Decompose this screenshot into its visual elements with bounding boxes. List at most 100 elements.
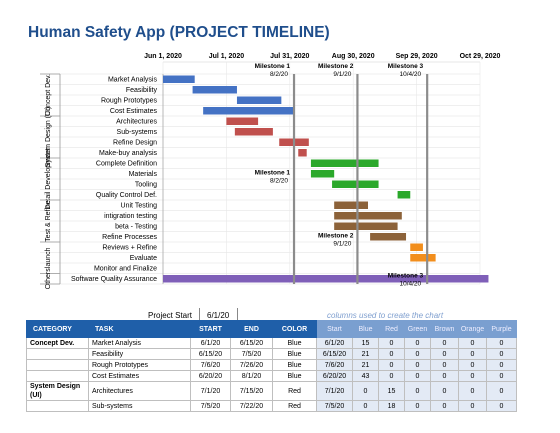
task-bar[interactable] (410, 254, 436, 262)
cell-purple[interactable]: 0 (486, 381, 517, 401)
col-header-green[interactable]: Green (404, 320, 431, 338)
cell-chart-start[interactable]: 6/15/20 (316, 348, 353, 360)
cell-red[interactable]: 0 (378, 337, 405, 349)
task-bar[interactable] (203, 107, 295, 115)
task-bar[interactable] (234, 128, 273, 136)
cell-purple[interactable]: 0 (486, 400, 517, 412)
col-header-task[interactable]: TASK (88, 320, 191, 338)
cell-start[interactable]: 6/15/20 (190, 348, 231, 360)
cell-green[interactable]: 0 (404, 359, 431, 371)
cell-purple[interactable]: 0 (486, 359, 517, 371)
cell-orange[interactable]: 0 (458, 381, 487, 401)
cell-orange[interactable]: 0 (458, 337, 487, 349)
cell-end[interactable]: 7/15/20 (230, 381, 273, 401)
cell-start[interactable]: 6/1/20 (190, 337, 231, 349)
cell-chart-start[interactable]: 7/6/20 (316, 359, 353, 371)
cell-chart-start[interactable]: 6/20/20 (316, 370, 353, 382)
cell-orange[interactable]: 0 (458, 348, 487, 360)
cell-blue[interactable]: 0 (352, 381, 379, 401)
cell-start[interactable]: 7/6/20 (190, 359, 231, 371)
cell-brown[interactable]: 0 (430, 370, 459, 382)
cell-red[interactable]: 0 (378, 359, 405, 371)
task-bar[interactable] (332, 180, 379, 189)
cell-purple[interactable]: 0 (486, 348, 517, 360)
task-bar[interactable] (163, 275, 489, 283)
task-bar[interactable] (310, 159, 379, 168)
cell-brown[interactable]: 0 (430, 400, 459, 412)
task-bar[interactable] (236, 96, 282, 105)
cell-category[interactable] (26, 370, 89, 382)
col-header-chart-start[interactable]: Start (316, 320, 353, 338)
cell-category[interactable]: Concept Dev. (26, 337, 89, 349)
cell-task[interactable]: Market Analysis (88, 337, 191, 349)
cell-category[interactable]: System Design (UI) (26, 381, 89, 401)
cell-green[interactable]: 0 (404, 400, 431, 412)
cell-color[interactable]: Blue (272, 359, 317, 371)
cell-green[interactable]: 0 (404, 337, 431, 349)
col-header-brown[interactable]: Brown (430, 320, 459, 338)
col-header-end[interactable]: END (230, 320, 273, 338)
col-header-start[interactable]: START (190, 320, 231, 338)
cell-brown[interactable]: 0 (430, 337, 459, 349)
cell-orange[interactable]: 0 (458, 359, 487, 371)
cell-end[interactable]: 7/5/20 (230, 348, 273, 360)
col-header-category[interactable]: CATEGORY (26, 320, 89, 338)
cell-brown[interactable]: 0 (430, 359, 459, 371)
cell-task[interactable]: Rough Prototypes (88, 359, 191, 371)
cell-color[interactable]: Blue (272, 370, 317, 382)
cell-green[interactable]: 0 (404, 348, 431, 360)
task-bar[interactable] (310, 170, 335, 178)
cell-end[interactable]: 7/26/20 (230, 359, 273, 371)
cell-purple[interactable]: 0 (486, 370, 517, 382)
cell-chart-start[interactable]: 6/1/20 (316, 337, 353, 349)
cell-blue[interactable]: 43 (352, 370, 379, 382)
cell-category[interactable] (26, 400, 89, 412)
cell-task[interactable]: Feasibility (88, 348, 191, 360)
cell-red[interactable]: 18 (378, 400, 405, 412)
task-bar[interactable] (334, 201, 368, 210)
col-header-color[interactable]: COLOR (272, 320, 317, 338)
cell-color[interactable]: Blue (272, 348, 317, 360)
cell-purple[interactable]: 0 (486, 337, 517, 349)
cell-blue[interactable]: 15 (352, 337, 379, 349)
cell-brown[interactable]: 0 (430, 381, 459, 401)
cell-color[interactable]: Red (272, 400, 317, 412)
col-header-blue[interactable]: Blue (352, 320, 379, 338)
cell-end[interactable]: 6/15/20 (230, 337, 273, 349)
cell-chart-start[interactable]: 7/1/20 (316, 381, 353, 401)
cell-blue[interactable]: 21 (352, 348, 379, 360)
cell-green[interactable]: 0 (404, 381, 431, 401)
cell-red[interactable]: 15 (378, 381, 405, 401)
cell-brown[interactable]: 0 (430, 348, 459, 360)
task-bar[interactable] (163, 75, 195, 84)
cell-category[interactable] (26, 348, 89, 360)
cell-red[interactable]: 0 (378, 370, 405, 382)
col-header-red[interactable]: Red (378, 320, 405, 338)
task-bar[interactable] (334, 212, 402, 220)
cell-color[interactable]: Blue (272, 337, 317, 349)
cell-blue[interactable]: 0 (352, 400, 379, 412)
cell-color[interactable]: Red (272, 381, 317, 401)
task-bar[interactable] (410, 243, 423, 252)
cell-task[interactable]: Sub-systems (88, 400, 191, 412)
task-bar[interactable] (226, 117, 259, 126)
cell-category[interactable] (26, 359, 89, 371)
cell-start[interactable]: 7/5/20 (190, 400, 231, 412)
cell-orange[interactable]: 0 (458, 400, 487, 412)
cell-chart-start[interactable]: 7/5/20 (316, 400, 353, 412)
cell-end[interactable]: 7/22/20 (230, 400, 273, 412)
task-bar[interactable] (298, 149, 307, 157)
cell-green[interactable]: 0 (404, 370, 431, 382)
cell-blue[interactable]: 21 (352, 359, 379, 371)
task-bar[interactable] (192, 86, 237, 94)
col-header-purple[interactable]: Purple (486, 320, 517, 338)
cell-start[interactable]: 6/20/20 (190, 370, 231, 382)
project-start-value[interactable]: 6/1/20 (207, 311, 230, 320)
cell-orange[interactable]: 0 (458, 370, 487, 382)
task-bar[interactable] (370, 233, 407, 241)
task-bar[interactable] (397, 191, 411, 199)
cell-end[interactable]: 8/1/20 (230, 370, 273, 382)
cell-start[interactable]: 7/1/20 (190, 381, 231, 401)
cell-red[interactable]: 0 (378, 348, 405, 360)
cell-task[interactable]: Architectures (88, 381, 191, 401)
